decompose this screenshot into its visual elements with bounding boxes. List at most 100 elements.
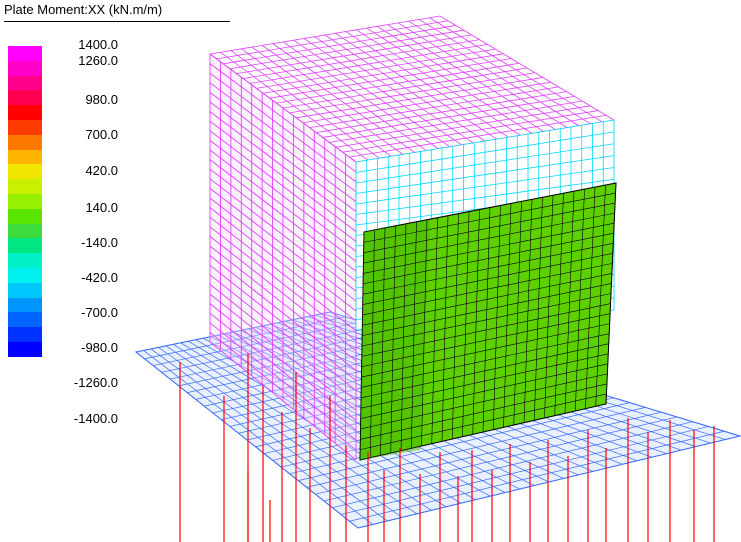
green-face-grid-line [361, 293, 612, 347]
green-face-grid-line [362, 273, 612, 326]
green-face-grid-line [362, 242, 614, 295]
green-face-grid-line [363, 212, 615, 264]
left-wall-grid-line [209, 312, 357, 431]
green-face-grid-line [362, 253, 613, 305]
legend-title-underline [4, 21, 230, 22]
foundation-grid-line [306, 407, 646, 488]
foundation-grid-line [298, 402, 630, 481]
left-wall-grid-line [209, 63, 357, 173]
top-grid-line [342, 110, 599, 153]
left-wall-grid-line [209, 226, 357, 342]
legend-swatch [8, 327, 42, 342]
top-grid-line [216, 20, 448, 60]
left-wall-grid-line [209, 159, 357, 272]
green-face-grid-line [363, 192, 616, 243]
left-wall-grid-line [209, 322, 357, 441]
left-wall-grid-line [209, 140, 357, 252]
green-face-grid-line [361, 343, 609, 399]
legend-swatch [8, 193, 42, 209]
left-wall-grid-line [209, 82, 357, 193]
green-face-grid-line [360, 393, 607, 450]
legend-label: -1260.0 [73, 375, 118, 390]
foundation-grid-line [332, 421, 693, 509]
legend-label: -140.0 [81, 235, 118, 250]
left-wall-grid-line [209, 216, 357, 332]
legend-label: 1260.0 [78, 53, 118, 68]
left-wall-grid-line [209, 274, 357, 391]
wall-mesh [209, 15, 615, 461]
left-wall-grid-line [209, 130, 357, 242]
legend-label: 140.0 [85, 200, 118, 215]
top-grid-line [336, 105, 591, 148]
top-grid-line [276, 62, 520, 104]
color-scale-bar [8, 46, 42, 357]
left-wall-grid-line [209, 245, 357, 362]
legend-swatch [8, 297, 42, 313]
green-face-grid-line [363, 232, 614, 285]
legend-label: -420.0 [81, 270, 118, 285]
legend-swatch [8, 134, 42, 150]
left-wall-grid-line [209, 72, 357, 183]
back-wall-grid-line [355, 155, 615, 194]
left-wall-grid-line [209, 197, 357, 312]
legend-swatch [8, 238, 42, 254]
green-face-grid-line [360, 363, 608, 419]
legend-label: 420.0 [85, 163, 118, 178]
legend-title: Plate Moment:XX (kN.m/m) [4, 2, 163, 17]
foundation-grid-line [144, 316, 346, 360]
legend-label: -1400.0 [73, 411, 118, 426]
left-wall-grid-line [209, 92, 357, 203]
left-wall-grid-line [209, 293, 357, 411]
top-grid-line [282, 67, 528, 109]
left-wall-grid-line [209, 255, 357, 371]
left-wall-grid-line [209, 178, 357, 292]
green-face-grid-line [363, 182, 617, 233]
top-grid-line [236, 34, 472, 75]
green-contour-face [359, 182, 617, 461]
legend-swatch [8, 46, 42, 61]
left-wall-grid-line [209, 53, 357, 163]
foundation-grid-line [161, 325, 378, 373]
legend-label: -700.0 [81, 305, 118, 320]
legend-label: -980.0 [81, 340, 118, 355]
back-wall-grid-line [355, 143, 615, 184]
green-face-grid-line [363, 202, 616, 254]
top-grid-line [349, 114, 607, 158]
top-grid-line [289, 72, 535, 114]
top-grid-line [229, 29, 464, 70]
green-face-grid-line [361, 333, 610, 388]
top-grid-line [209, 15, 441, 55]
back-wall-grid-line [355, 178, 615, 215]
top-grid-line [302, 81, 551, 124]
green-face-grid-line [362, 263, 613, 316]
green-face-grid-line [361, 313, 611, 368]
green-face-grid-line [359, 403, 607, 461]
left-wall-grid-line [209, 207, 357, 322]
top-grid-line [249, 43, 488, 84]
legend-label: 980.0 [85, 92, 118, 107]
left-wall-grid-line [209, 149, 357, 262]
piles [179, 354, 715, 542]
legend-swatch [8, 149, 42, 165]
legend-label: 1400.0 [78, 37, 118, 52]
legend-swatch [8, 90, 42, 106]
legend-label: 700.0 [85, 127, 118, 142]
back-wall-grid-line [355, 167, 615, 205]
legend-swatch [8, 105, 42, 120]
green-face-grid-line [360, 373, 608, 430]
left-wall-grid-line [209, 264, 357, 381]
foundation-grid-line [323, 416, 678, 502]
left-wall-grid-line [209, 341, 357, 461]
top-grid-line [309, 86, 559, 129]
foundation-grid-line [340, 426, 709, 515]
top-grid-line [263, 53, 504, 94]
left-wall-grid-line [209, 168, 357, 282]
left-wall-grid-line [209, 120, 357, 232]
green-face-grid-line [361, 303, 611, 357]
top-grid-line [269, 58, 512, 99]
foundation-grid-line [357, 435, 741, 529]
legend-swatch [8, 253, 42, 268]
legend-swatch [8, 208, 42, 224]
top-grid-line [243, 39, 480, 79]
